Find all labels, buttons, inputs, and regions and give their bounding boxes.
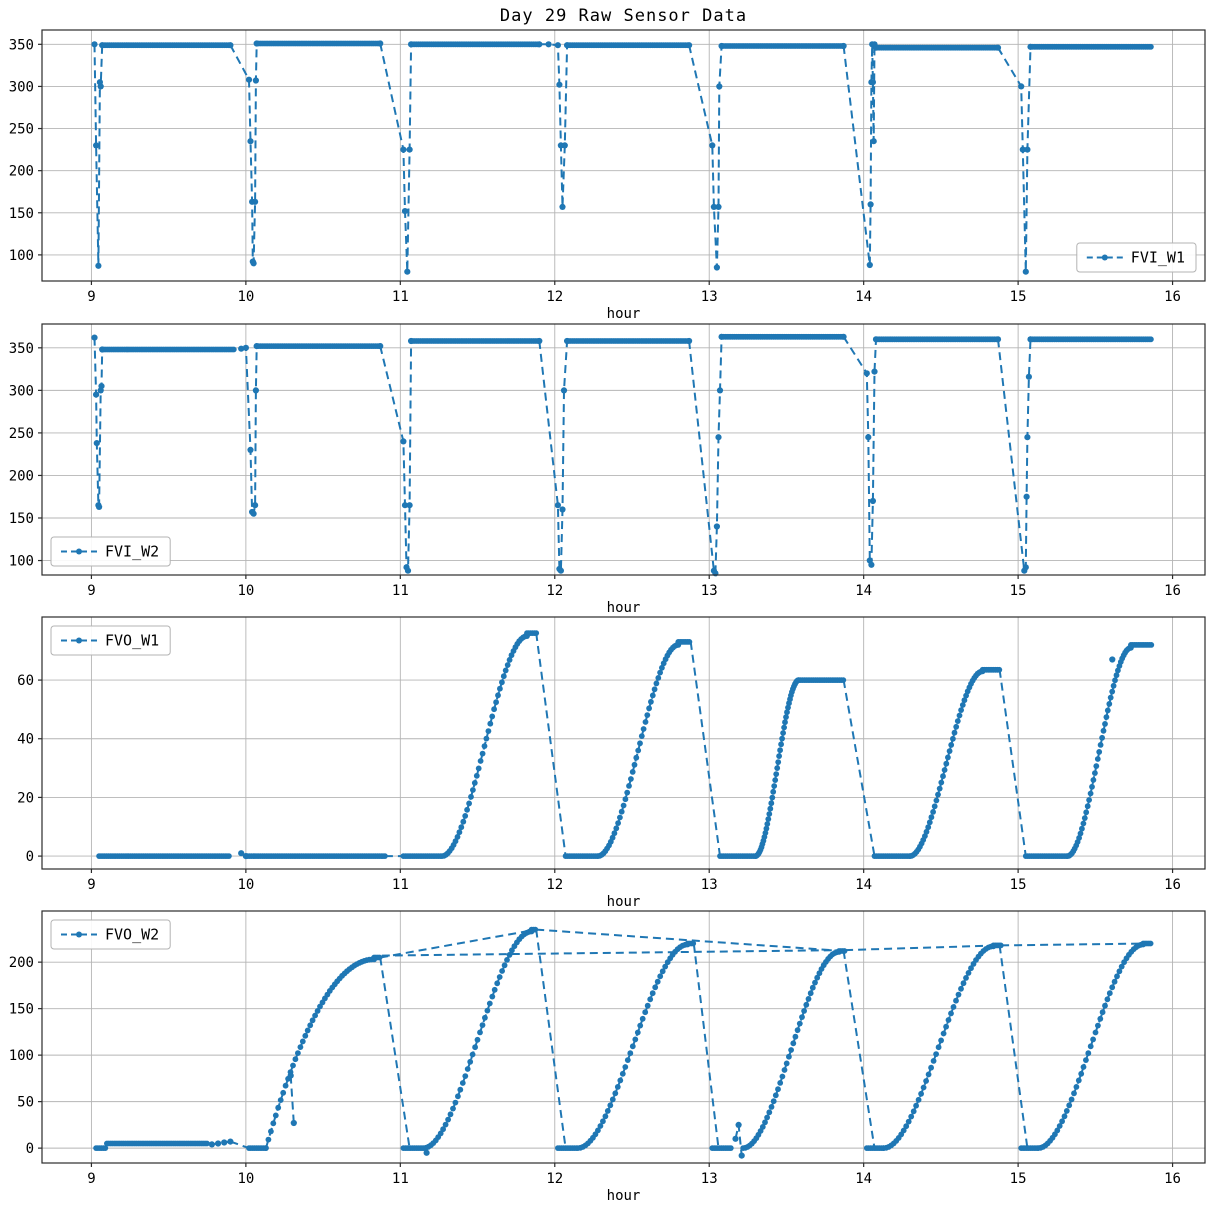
grid-lines xyxy=(42,617,1205,869)
axis-ticks: 9 10 11 12 13 14 15 16 0 20 40 60 xyxy=(17,673,1181,893)
x-tick-label: 9 xyxy=(87,1171,95,1187)
y-tick-label: 350 xyxy=(9,37,34,53)
legend-fvo_w1: FVO_W1 xyxy=(50,625,171,656)
x-tick-label: 16 xyxy=(1164,877,1181,893)
y-tick-label: 60 xyxy=(17,673,34,689)
x-tick-label: 9 xyxy=(87,877,95,893)
grid-lines xyxy=(42,30,1205,281)
y-tick-label: 50 xyxy=(17,1095,34,1111)
x-tick-label: 9 xyxy=(87,583,95,599)
legend-marker-icon xyxy=(76,931,82,938)
subplot-fvo_w1: 9 10 11 12 13 14 15 16 0 20 40 60 hour FVO_W1 xyxy=(17,616,1206,910)
y-tick-label: 100 xyxy=(9,248,34,264)
x-tick-label: 14 xyxy=(855,289,872,305)
axes-frame xyxy=(41,910,1206,1164)
y-tick-label: 20 xyxy=(17,790,34,806)
grid-lines xyxy=(42,911,1205,1163)
legend-label: FVO_W1 xyxy=(105,632,159,650)
series-fvi_w1 xyxy=(91,40,1154,275)
x-tick-label: 11 xyxy=(392,583,409,599)
x-tick-label: 10 xyxy=(237,877,254,893)
x-tick-label: 16 xyxy=(1164,1171,1181,1187)
subplot-fvi_w2: 9 10 11 12 13 14 15 16 100 150 200 250 300 350 hour FVI… xyxy=(9,323,1206,616)
y-tick-label: 250 xyxy=(9,122,34,138)
x-tick-label: 11 xyxy=(392,1171,409,1187)
subplot-fvo_w2: 9 10 11 12 13 14 15 16 0 50 100 150 200 hour FVO_W2 xyxy=(9,910,1206,1204)
y-tick-label: 40 xyxy=(17,732,34,748)
x-tick-label: 16 xyxy=(1164,289,1181,305)
y-tick-label: 100 xyxy=(9,554,34,570)
x-tick-label: 15 xyxy=(1010,289,1027,305)
legend-label: FVO_W2 xyxy=(105,926,159,944)
series-fvo_w1 xyxy=(96,630,1155,860)
x-tick-label: 13 xyxy=(701,289,718,305)
x-tick-label: 14 xyxy=(855,877,872,893)
y-tick-label: 350 xyxy=(9,341,34,357)
x-tick-label: 13 xyxy=(701,583,718,599)
x-tick-label: 13 xyxy=(701,877,718,893)
axis-ticks: 9 10 11 12 13 14 15 16 0 50 100 150 200 xyxy=(9,955,1181,1187)
axes-frame xyxy=(41,323,1206,576)
x-axis-label: hour xyxy=(607,600,641,616)
x-tick-label: 12 xyxy=(546,289,563,305)
series-fvi_w2 xyxy=(91,333,1154,577)
y-tick-label: 200 xyxy=(9,955,34,971)
axis-ticks: 9 10 11 12 13 14 15 16 100 150 200 250 300 350 xyxy=(9,341,1181,599)
x-tick-label: 10 xyxy=(237,289,254,305)
legend-fvo_w2: FVO_W2 xyxy=(50,919,171,950)
y-tick-label: 100 xyxy=(9,1048,34,1064)
x-tick-label: 12 xyxy=(546,1171,563,1187)
legend-marker-icon xyxy=(76,548,82,555)
x-tick-label: 14 xyxy=(855,1171,872,1187)
x-tick-label: 13 xyxy=(701,1171,718,1187)
x-tick-label: 15 xyxy=(1010,877,1027,893)
y-tick-label: 0 xyxy=(26,1141,34,1157)
x-tick-label: 15 xyxy=(1010,583,1027,599)
y-tick-label: 0 xyxy=(26,849,34,865)
grid-lines xyxy=(42,324,1205,575)
y-tick-label: 200 xyxy=(9,164,34,180)
legend-label: FVI_W2 xyxy=(105,543,159,561)
y-tick-label: 300 xyxy=(9,79,34,95)
legend-marker-icon xyxy=(1101,254,1108,261)
legend-label: FVI_W1 xyxy=(1131,249,1185,267)
x-axis-label: hour xyxy=(607,1188,641,1204)
legend-marker-icon xyxy=(76,637,82,644)
x-axis-label: hour xyxy=(607,306,641,322)
x-tick-label: 12 xyxy=(546,583,563,599)
y-tick-label: 250 xyxy=(9,426,34,442)
x-tick-label: 14 xyxy=(855,583,872,599)
axes-frame xyxy=(41,616,1206,870)
x-tick-label: 10 xyxy=(237,1171,254,1187)
axes-frame xyxy=(41,29,1206,282)
y-tick-label: 300 xyxy=(9,383,34,399)
x-tick-label: 12 xyxy=(546,877,563,893)
x-tick-label: 9 xyxy=(87,289,95,305)
x-tick-label: 15 xyxy=(1010,1171,1027,1187)
series-fvo_w2 xyxy=(93,926,1154,1159)
chart-title: Day 29 Raw Sensor Data xyxy=(499,6,748,26)
x-tick-label: 16 xyxy=(1164,583,1181,599)
legend-fvi_w1: FVI_W1 xyxy=(1076,242,1197,273)
y-tick-label: 150 xyxy=(9,511,34,527)
axis-ticks: 9 10 11 12 13 14 15 16 100 150 200 250 300 350 xyxy=(9,37,1181,305)
x-tick-label: 11 xyxy=(392,877,409,893)
legend-fvi_w2: FVI_W2 xyxy=(50,536,171,567)
x-tick-label: 11 xyxy=(392,289,409,305)
y-tick-label: 150 xyxy=(9,206,34,222)
y-tick-label: 150 xyxy=(9,1002,34,1018)
y-tick-label: 200 xyxy=(9,468,34,484)
x-tick-label: 10 xyxy=(237,583,254,599)
subplot-fvi_w1: 9 10 11 12 13 14 15 16 100 150 200 250 300 350 hour FVI… xyxy=(9,29,1206,322)
x-axis-label: hour xyxy=(607,894,641,910)
